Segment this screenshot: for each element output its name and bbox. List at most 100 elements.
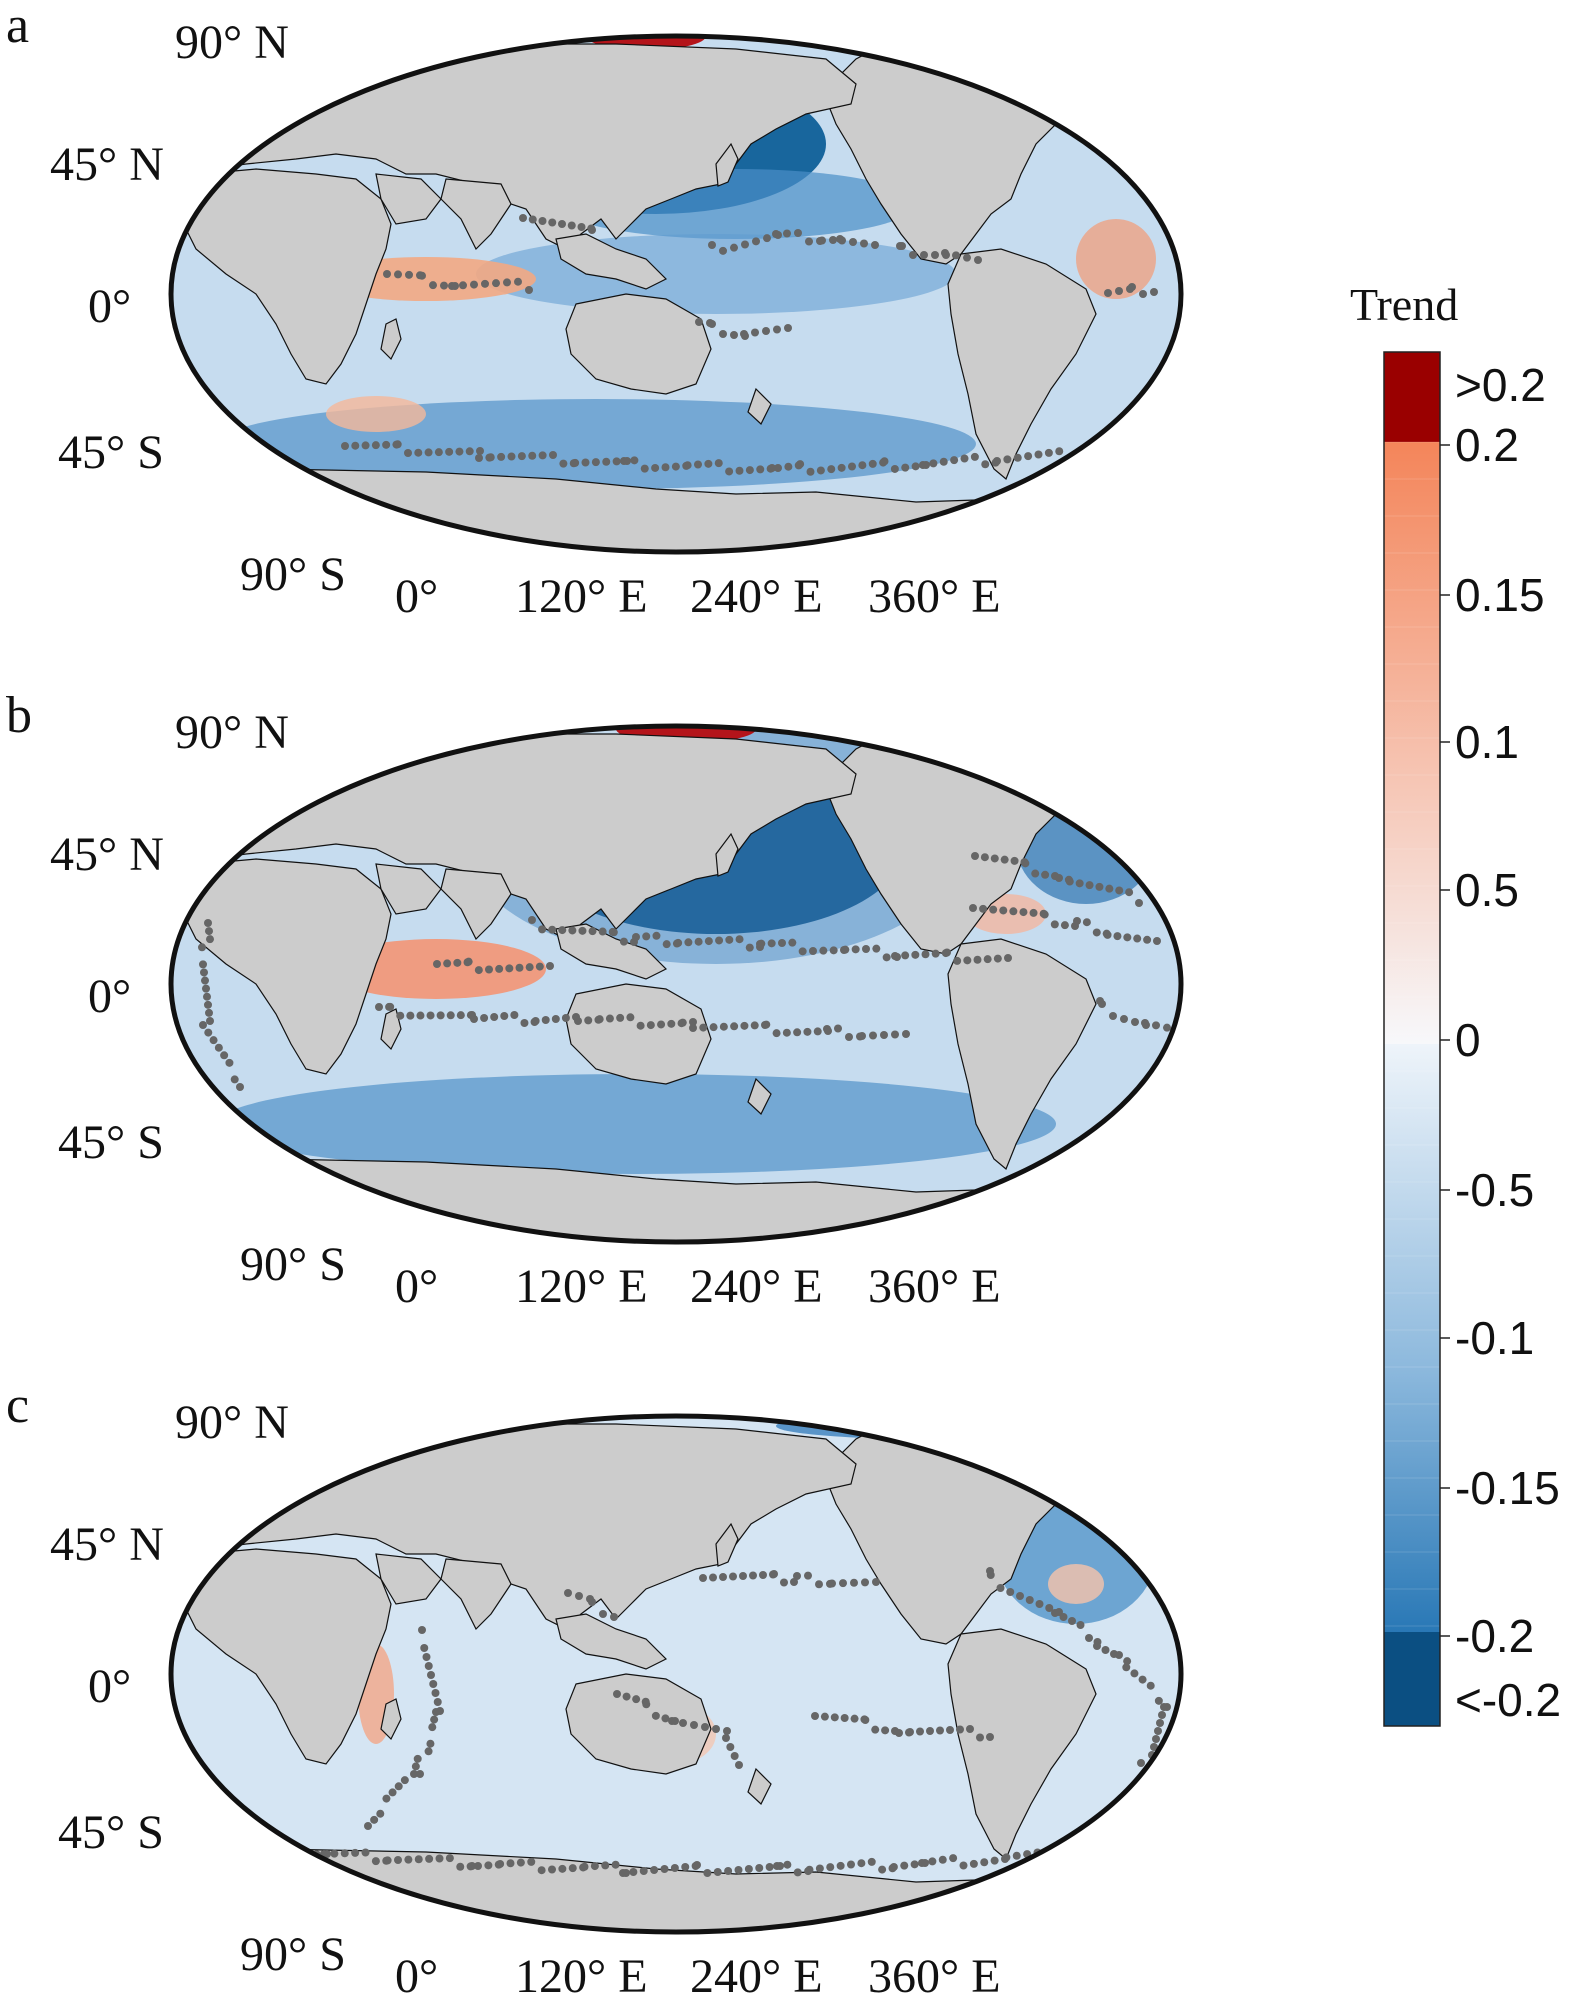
dot (1041, 870, 1050, 879)
dot (804, 1571, 812, 1580)
dot (558, 1864, 567, 1873)
dot (197, 1845, 206, 1854)
dot (609, 928, 618, 937)
dot (371, 441, 380, 450)
lat-label: 0° (88, 280, 131, 333)
dot-band (519, 214, 596, 234)
colorbar-tick-label: -0.1 (1455, 1312, 1534, 1364)
colorbar-tick-label: -0.2 (1455, 1610, 1534, 1662)
dot (393, 440, 402, 449)
dot (440, 281, 448, 290)
dot (551, 1015, 560, 1023)
dot (756, 465, 765, 474)
dot (394, 1782, 403, 1791)
dot (986, 1571, 995, 1579)
dot (1051, 1609, 1059, 1617)
dot (537, 1866, 546, 1875)
dot (281, 1851, 290, 1860)
dot (202, 984, 210, 993)
land-india (440, 178, 512, 251)
dot-band (433, 957, 554, 975)
dot (1152, 1021, 1160, 1030)
dot (204, 1028, 213, 1037)
dot (1152, 1735, 1160, 1743)
dot (867, 1857, 876, 1866)
dot (418, 1626, 426, 1634)
dot (1031, 869, 1040, 878)
dot (730, 1752, 739, 1760)
dot (1115, 1651, 1123, 1659)
lat-label: 0° (88, 970, 131, 1023)
dot (1025, 1596, 1034, 1604)
dot (909, 251, 917, 259)
dot (1076, 1621, 1085, 1629)
dot (527, 1857, 536, 1866)
dot (1115, 287, 1123, 295)
land-eurasia (205, 733, 857, 940)
dot (755, 1864, 764, 1872)
dot (881, 1726, 890, 1735)
dot (495, 964, 504, 973)
panel-letter: c (6, 1377, 29, 1434)
dot (966, 1725, 974, 1733)
dot (414, 1855, 423, 1864)
dot (839, 1579, 847, 1588)
dot (740, 1021, 749, 1030)
dot (793, 1868, 802, 1877)
dot (538, 217, 547, 225)
significance-dots (198, 852, 1181, 1091)
land-madagascar (380, 318, 402, 361)
dot (1156, 1719, 1164, 1727)
dot (456, 1862, 465, 1871)
dot (931, 949, 940, 958)
dot (214, 1043, 223, 1052)
land-africa (180, 1548, 392, 1765)
dot (829, 946, 838, 955)
dot (520, 1019, 529, 1027)
dot (1138, 1675, 1147, 1684)
dot (709, 1573, 717, 1582)
dot (708, 320, 716, 328)
dot-band (811, 1712, 994, 1742)
dot (889, 1862, 898, 1871)
dot (1105, 884, 1114, 893)
dot (558, 220, 566, 228)
dot (429, 1680, 438, 1688)
dot (796, 460, 805, 469)
dot (1004, 954, 1012, 962)
dot (1154, 1696, 1163, 1705)
dot (200, 968, 208, 977)
dot (684, 938, 693, 947)
lon-labels: 0° 120° E 240° E 360° E (395, 570, 1001, 623)
dot (1064, 1852, 1073, 1861)
dot-band (528, 916, 1012, 965)
dot (1059, 1613, 1068, 1621)
colorbar-tick-label: 0.2 (1455, 419, 1519, 471)
dot (1050, 920, 1059, 929)
dot (1125, 888, 1134, 897)
dot (575, 1592, 583, 1600)
colorbar: Trend >0.2 0.2 0.15 0.1 0.5 0 -0.5 -0.1 -0.15 -0.… (1350, 279, 1561, 1727)
dot (1158, 1711, 1166, 1719)
land-madagascar (380, 1008, 402, 1051)
lon-label: 240° E (690, 570, 823, 623)
dot (1131, 1792, 1139, 1800)
dot (605, 1014, 614, 1023)
dot (1120, 1015, 1128, 1023)
dot (929, 459, 938, 468)
dot (503, 278, 511, 287)
dot (455, 447, 464, 456)
dot (568, 926, 577, 935)
dot (1068, 1617, 1076, 1625)
dot (1009, 907, 1018, 916)
dot (598, 927, 607, 936)
dot (361, 441, 370, 450)
dot (525, 286, 533, 294)
dot (715, 936, 724, 945)
lon-label: 240° E (690, 1260, 823, 1313)
dot (689, 1018, 697, 1026)
map (168, 33, 1184, 555)
dot (446, 1011, 455, 1020)
dot-band (1104, 283, 1158, 298)
dot (1143, 935, 1152, 944)
